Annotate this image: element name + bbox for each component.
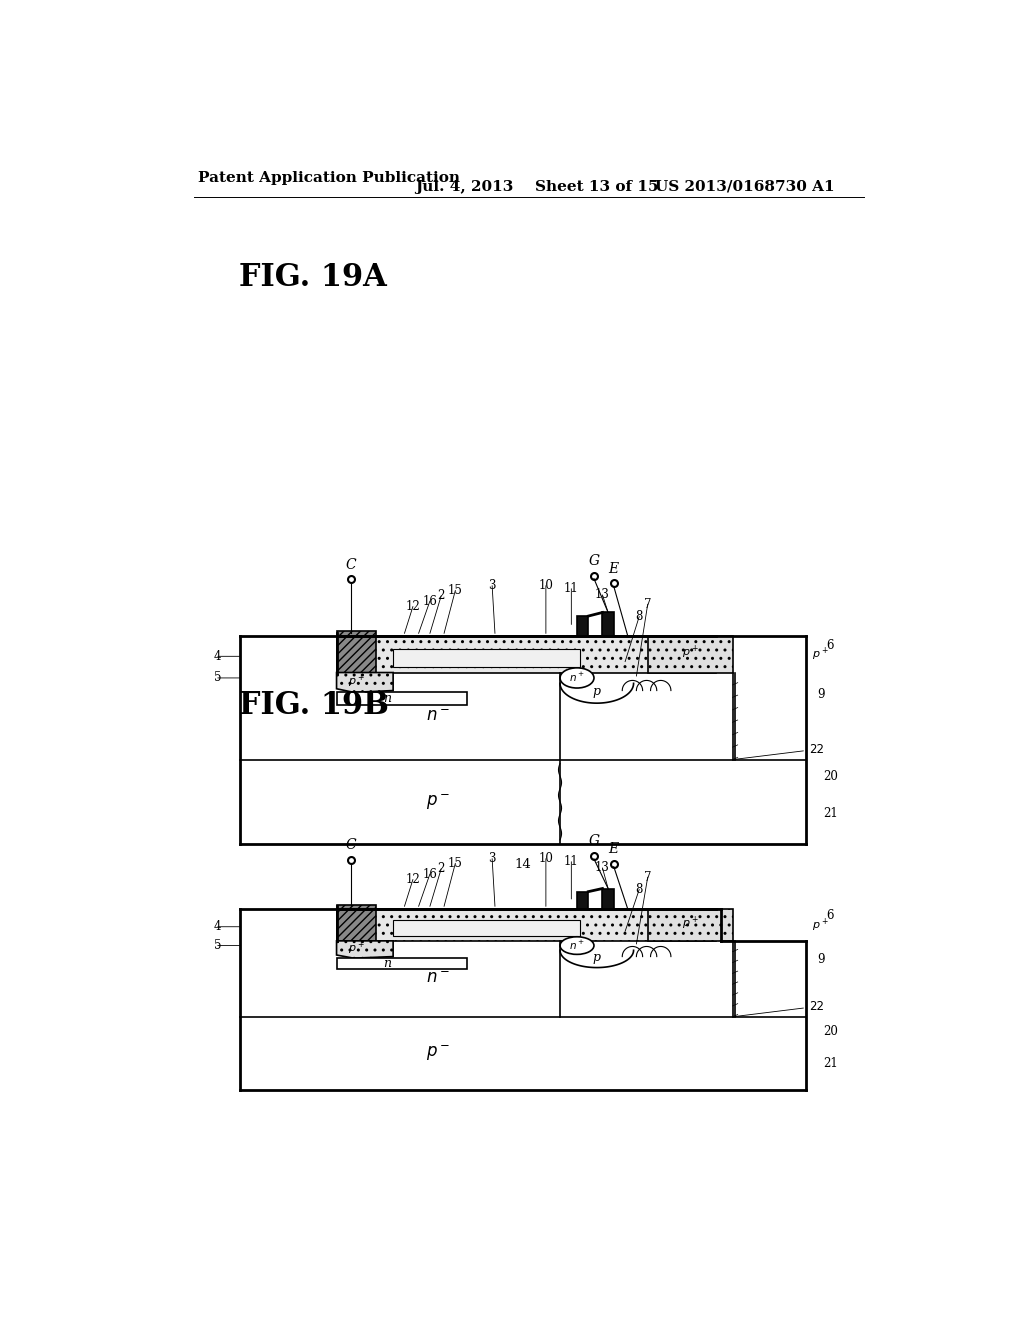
Text: US 2013/0168730 A1: US 2013/0168730 A1 [655,180,835,194]
Text: 11: 11 [564,855,579,869]
Bar [337,636,716,672]
Bar [577,891,589,909]
Polygon shape [337,941,393,958]
Text: 5: 5 [214,939,221,952]
Text: $p^+$: $p^+$ [682,915,698,932]
Text: FIG. 19B: FIG. 19B [239,689,389,721]
Text: 10: 10 [539,579,553,593]
Bar [393,920,580,936]
Text: 7: 7 [644,871,651,883]
Text: G: G [589,834,599,849]
Text: $p^+$: $p^+$ [348,940,365,957]
Bar [648,636,732,672]
Text: 21: 21 [823,1057,838,1071]
Ellipse shape [560,668,594,688]
Text: 4: 4 [214,920,221,933]
Text: 21: 21 [823,807,838,820]
Text: 20: 20 [823,1024,838,1038]
Text: 16: 16 [423,867,437,880]
Polygon shape [337,672,393,693]
Bar [602,888,613,909]
Text: 3: 3 [488,853,496,865]
Ellipse shape [560,937,594,954]
Text: 10: 10 [539,853,553,865]
Text: 14: 14 [515,858,531,871]
Polygon shape [337,693,467,705]
Text: $n^+$: $n^+$ [569,672,585,685]
Text: $p^-$: $p^-$ [426,792,451,812]
Bar [577,616,589,636]
Text: n: n [383,692,391,705]
Text: Sheet 13 of 15: Sheet 13 of 15 [535,180,658,194]
Text: $p^+$: $p^+$ [812,916,828,933]
Bar [648,909,732,941]
Text: 11: 11 [564,582,579,595]
Text: p: p [593,685,601,698]
Text: C: C [345,838,356,851]
Text: $p^+$: $p^+$ [812,645,828,663]
Text: $p^-$: $p^-$ [426,1044,451,1064]
Polygon shape [337,958,467,969]
Text: FIG. 19A: FIG. 19A [239,263,387,293]
Text: 3: 3 [488,579,496,593]
Text: 4: 4 [214,649,221,663]
Text: 8: 8 [636,610,643,623]
Bar [337,631,376,672]
Text: p: p [593,950,601,964]
Bar [393,649,580,667]
Text: 12: 12 [406,601,420,612]
Text: 2: 2 [437,862,444,875]
Text: Patent Application Publication: Patent Application Publication [198,170,460,185]
Bar [602,612,613,636]
Text: n: n [383,957,391,970]
Text: 16: 16 [423,594,437,607]
Text: 13: 13 [595,862,610,874]
Text: G: G [589,554,599,568]
Text: 13: 13 [595,589,610,602]
Text: 22: 22 [735,743,824,759]
Text: 9: 9 [817,953,825,966]
Text: 15: 15 [447,857,463,870]
Text: E: E [608,842,618,855]
Text: Jul. 4, 2013: Jul. 4, 2013 [415,180,513,194]
Text: 7: 7 [644,598,651,611]
Text: 5: 5 [214,672,221,685]
Text: $p^+$: $p^+$ [682,644,698,661]
Text: 6: 6 [826,909,834,923]
Text: 12: 12 [406,873,420,886]
Bar [337,904,376,941]
Text: C: C [345,558,356,572]
Text: 9: 9 [817,688,825,701]
Text: E: E [608,561,618,576]
Text: $n^+$: $n^+$ [569,939,585,952]
Text: $n^-$: $n^-$ [426,970,451,987]
Bar [337,909,716,941]
Text: 20: 20 [823,770,838,783]
Text: 15: 15 [447,583,463,597]
Text: 22: 22 [735,1001,824,1016]
Text: $p^+$: $p^+$ [348,673,365,690]
Text: 6: 6 [826,639,834,652]
Text: $n^-$: $n^-$ [426,708,451,725]
Text: 2: 2 [437,589,444,602]
Text: 8: 8 [636,883,643,896]
